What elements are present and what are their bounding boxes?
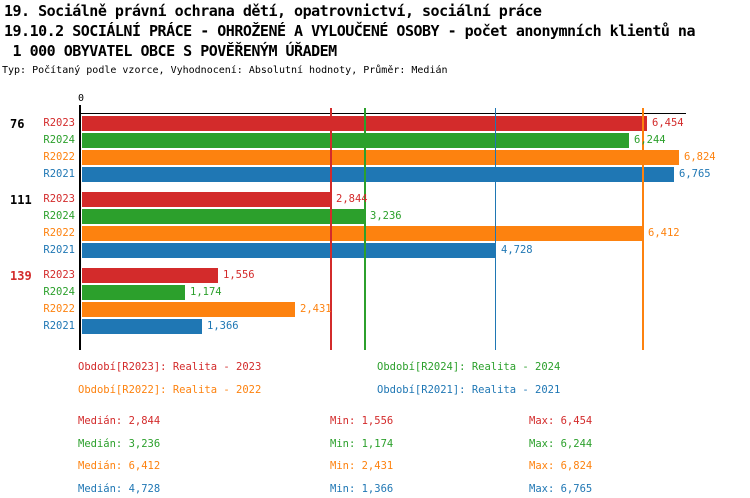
bar-value-label-111-R2023: 2,844 bbox=[336, 193, 368, 205]
chart-title-line-1: 19. Sociálně právní ochrana dětí, opatro… bbox=[4, 2, 542, 20]
series-row-label-R2021: R2021 bbox=[43, 320, 75, 332]
x-axis-origin-tick-label: 0 bbox=[77, 93, 85, 104]
bar-value-label-111-R2021: 4,728 bbox=[501, 244, 533, 256]
chart-meta-line: Typ: Počítaný podle vzorce, Vyhodnocení:… bbox=[2, 65, 448, 76]
stat-median-R2023: Medián: 2,844 bbox=[78, 415, 161, 427]
median-line-R2021 bbox=[494, 108, 497, 350]
bar-139-R2022 bbox=[82, 302, 295, 317]
group-label-76: 76 bbox=[10, 117, 25, 131]
legend-item-R2024: Období[R2024]: Realita - 2024 bbox=[377, 361, 561, 373]
bar-111-R2024 bbox=[82, 209, 365, 224]
series-row-label-R2021: R2021 bbox=[43, 244, 75, 256]
bar-value-label-139-R2022: 2,431 bbox=[300, 303, 332, 315]
stat-median-R2024: Medián: 3,236 bbox=[78, 438, 161, 450]
series-row-label-R2022: R2022 bbox=[43, 151, 75, 163]
legend-item-R2022: Období[R2022]: Realita - 2022 bbox=[78, 384, 262, 396]
series-row-label-R2023: R2023 bbox=[43, 269, 75, 281]
y-axis-line bbox=[79, 105, 81, 350]
bar-value-label-139-R2023: 1,556 bbox=[223, 269, 255, 281]
bar-value-label-111-R2024: 3,236 bbox=[370, 210, 402, 222]
bar-value-label-111-R2022: 6,412 bbox=[648, 227, 680, 239]
bar-value-label-139-R2021: 1,366 bbox=[207, 320, 239, 332]
bar-value-label-76-R2024: 6,244 bbox=[634, 134, 666, 146]
stat-median-R2022: Medián: 6,412 bbox=[78, 460, 161, 472]
chart-title-line-3: 1 000 OBYVATEL OBCE S POVĚŘENÝM ÚŘADEM bbox=[4, 42, 338, 60]
legend-item-R2023: Období[R2023]: Realita - 2023 bbox=[78, 361, 262, 373]
bar-value-label-76-R2022: 6,824 bbox=[684, 151, 716, 163]
group-label-111: 111 bbox=[10, 193, 32, 207]
stat-max-R2022: Max: 6,824 bbox=[529, 460, 593, 472]
median-line-R2022 bbox=[642, 108, 644, 350]
series-row-label-R2023: R2023 bbox=[43, 117, 75, 129]
stat-min-R2024: Min: 1,174 bbox=[330, 438, 394, 450]
group-label-139: 139 bbox=[10, 269, 32, 283]
series-row-label-R2022: R2022 bbox=[43, 227, 75, 239]
stat-max-R2023: Max: 6,454 bbox=[529, 415, 593, 427]
series-row-label-R2023: R2023 bbox=[43, 193, 75, 205]
series-row-label-R2024: R2024 bbox=[43, 210, 75, 222]
bar-139-R2021 bbox=[82, 319, 202, 334]
bar-111-R2022 bbox=[82, 226, 643, 241]
bar-111-R2021 bbox=[82, 243, 496, 258]
bar-value-label-76-R2023: 6,454 bbox=[652, 117, 684, 129]
median-line-R2024 bbox=[364, 108, 366, 350]
chart-title-line-2: 19.10.2 SOCIÁLNÍ PRÁCE - OHROŽENÉ A VYLO… bbox=[4, 22, 696, 40]
x-axis-line bbox=[79, 113, 686, 114]
stat-max-R2024: Max: 6,244 bbox=[529, 438, 593, 450]
bar-76-R2022 bbox=[82, 150, 679, 165]
bar-111-R2023 bbox=[82, 192, 331, 207]
bar-76-R2021 bbox=[82, 167, 674, 182]
stat-max-R2021: Max: 6,765 bbox=[529, 483, 593, 495]
stat-median-R2021: Medián: 4,728 bbox=[78, 483, 161, 495]
series-row-label-R2022: R2022 bbox=[43, 303, 75, 315]
stat-min-R2022: Min: 2,431 bbox=[330, 460, 394, 472]
legend-item-R2021: Období[R2021]: Realita - 2021 bbox=[377, 384, 561, 396]
bar-139-R2024 bbox=[82, 285, 185, 300]
series-row-label-R2024: R2024 bbox=[43, 134, 75, 146]
bar-76-R2024 bbox=[82, 133, 629, 148]
bar-139-R2023 bbox=[82, 268, 218, 283]
bar-value-label-76-R2021: 6,765 bbox=[679, 168, 711, 180]
series-row-label-R2021: R2021 bbox=[43, 168, 75, 180]
bar-value-label-139-R2024: 1,174 bbox=[190, 286, 222, 298]
stat-min-R2021: Min: 1,366 bbox=[330, 483, 394, 495]
median-line-R2023 bbox=[330, 108, 332, 350]
series-row-label-R2024: R2024 bbox=[43, 286, 75, 298]
stat-min-R2023: Min: 1,556 bbox=[330, 415, 394, 427]
